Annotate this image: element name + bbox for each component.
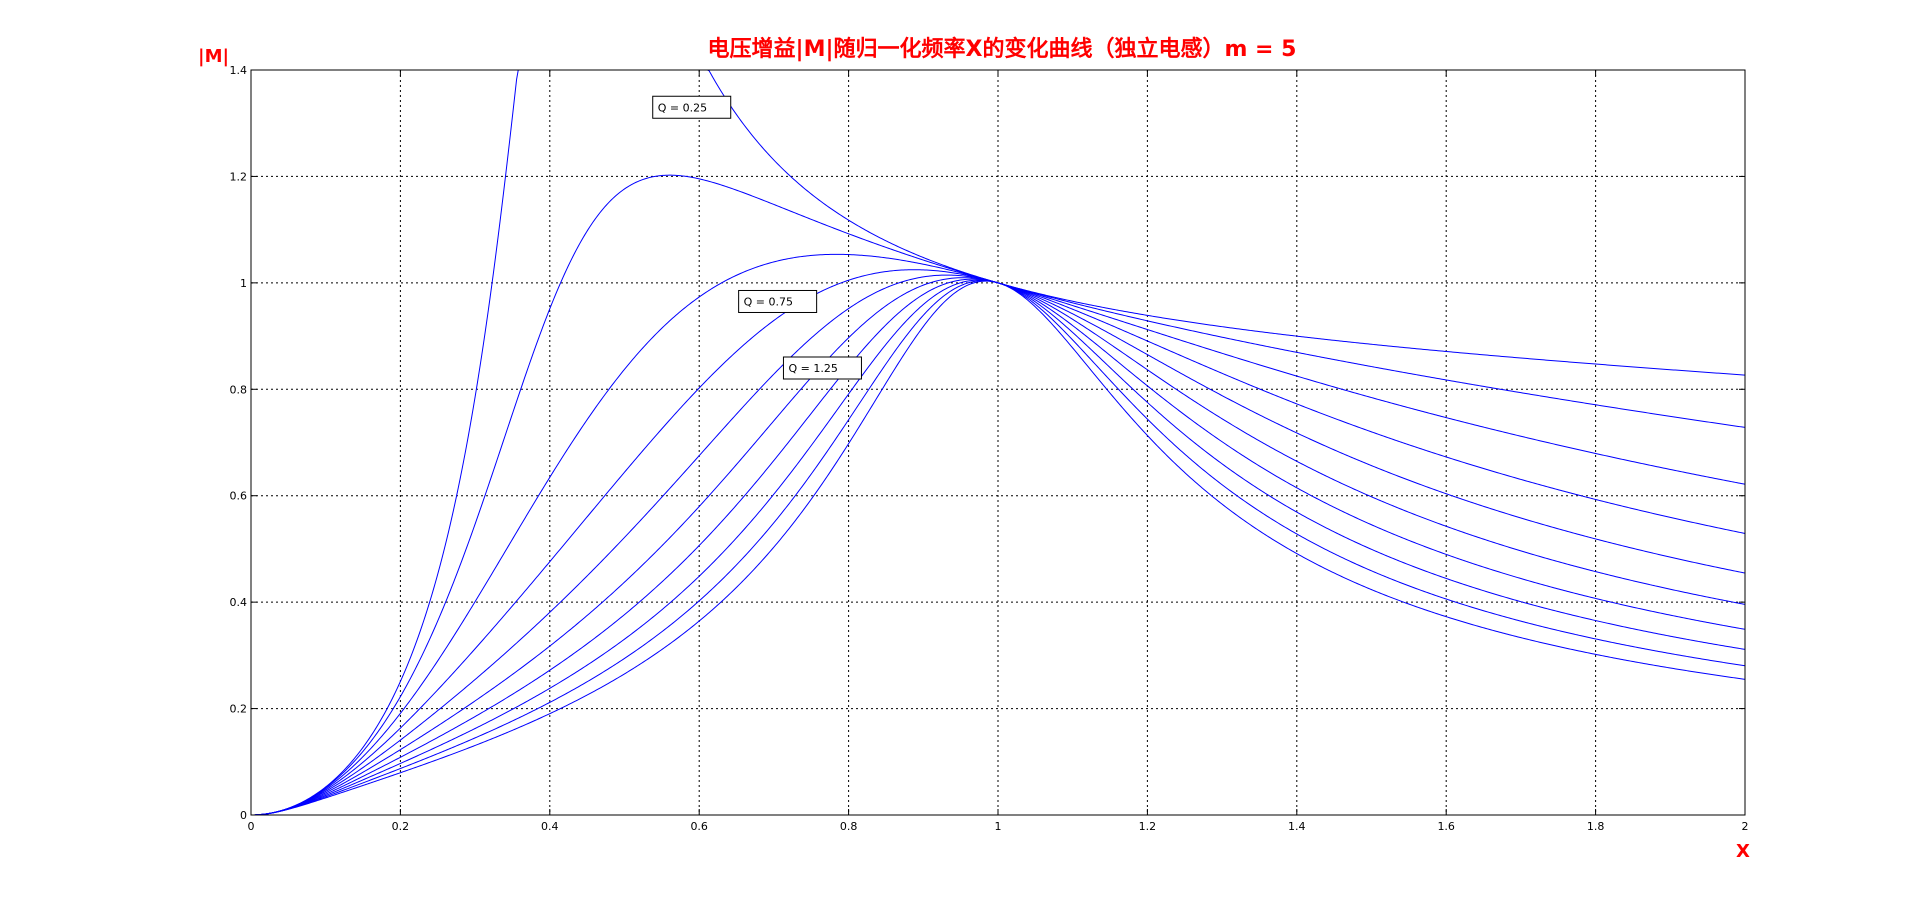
series-line-10 [250,280,1746,816]
x-tick-label: 0.2 [392,820,410,833]
y-tick-label: 0.6 [230,490,248,503]
axis-ticks: 0 0.2 0.4 0.6 0.8 1 1.2 1.4 1.6 1.8 2 0 0.2 0.4 0.6 0.8… [230,64,1749,833]
y-tick-label: 1 [240,277,247,290]
y-tick-label: 0.8 [230,383,248,396]
x-tick-label: 1 [995,820,1002,833]
y-axis-label: |M| [198,46,229,67]
x-tick-label: 1.4 [1288,820,1306,833]
y-tick-label: 0 [240,809,247,822]
annotation-label: Q = 1.25 [788,362,837,375]
annotation-label: Q = 0.25 [658,101,707,114]
x-axis-label: X [1736,841,1750,862]
y-tick-label: 0.2 [230,703,248,716]
x-tick-label: 0 [248,820,255,833]
series-line-7 [250,278,1746,816]
x-tick-label: 1.2 [1139,820,1157,833]
plot-lines [250,69,1746,816]
y-tick-label: 1.2 [230,170,248,183]
annotations: Q = 0.25 Q = 0.75 Q = 1.25 [652,95,862,380]
y-tick-label: 0.4 [230,596,248,609]
x-tick-label: 0.8 [840,820,858,833]
x-tick-label: 0.6 [690,820,708,833]
annotation-box [652,95,732,119]
annotation-box [738,289,818,313]
x-tick-label: 1.6 [1437,820,1455,833]
y-tick-label: 1.4 [230,64,248,77]
x-tick-label: 2 [1742,820,1749,833]
annotation-label: Q = 0.75 [744,295,793,308]
grid [251,70,1745,815]
x-tick-label: 0.4 [541,820,559,833]
annotation-box [782,356,862,380]
x-tick-label: 1.8 [1587,820,1605,833]
chart-title: 电压增益|M|随归一化频率X的变化曲线（独立电感）m = 5 [708,36,1297,62]
